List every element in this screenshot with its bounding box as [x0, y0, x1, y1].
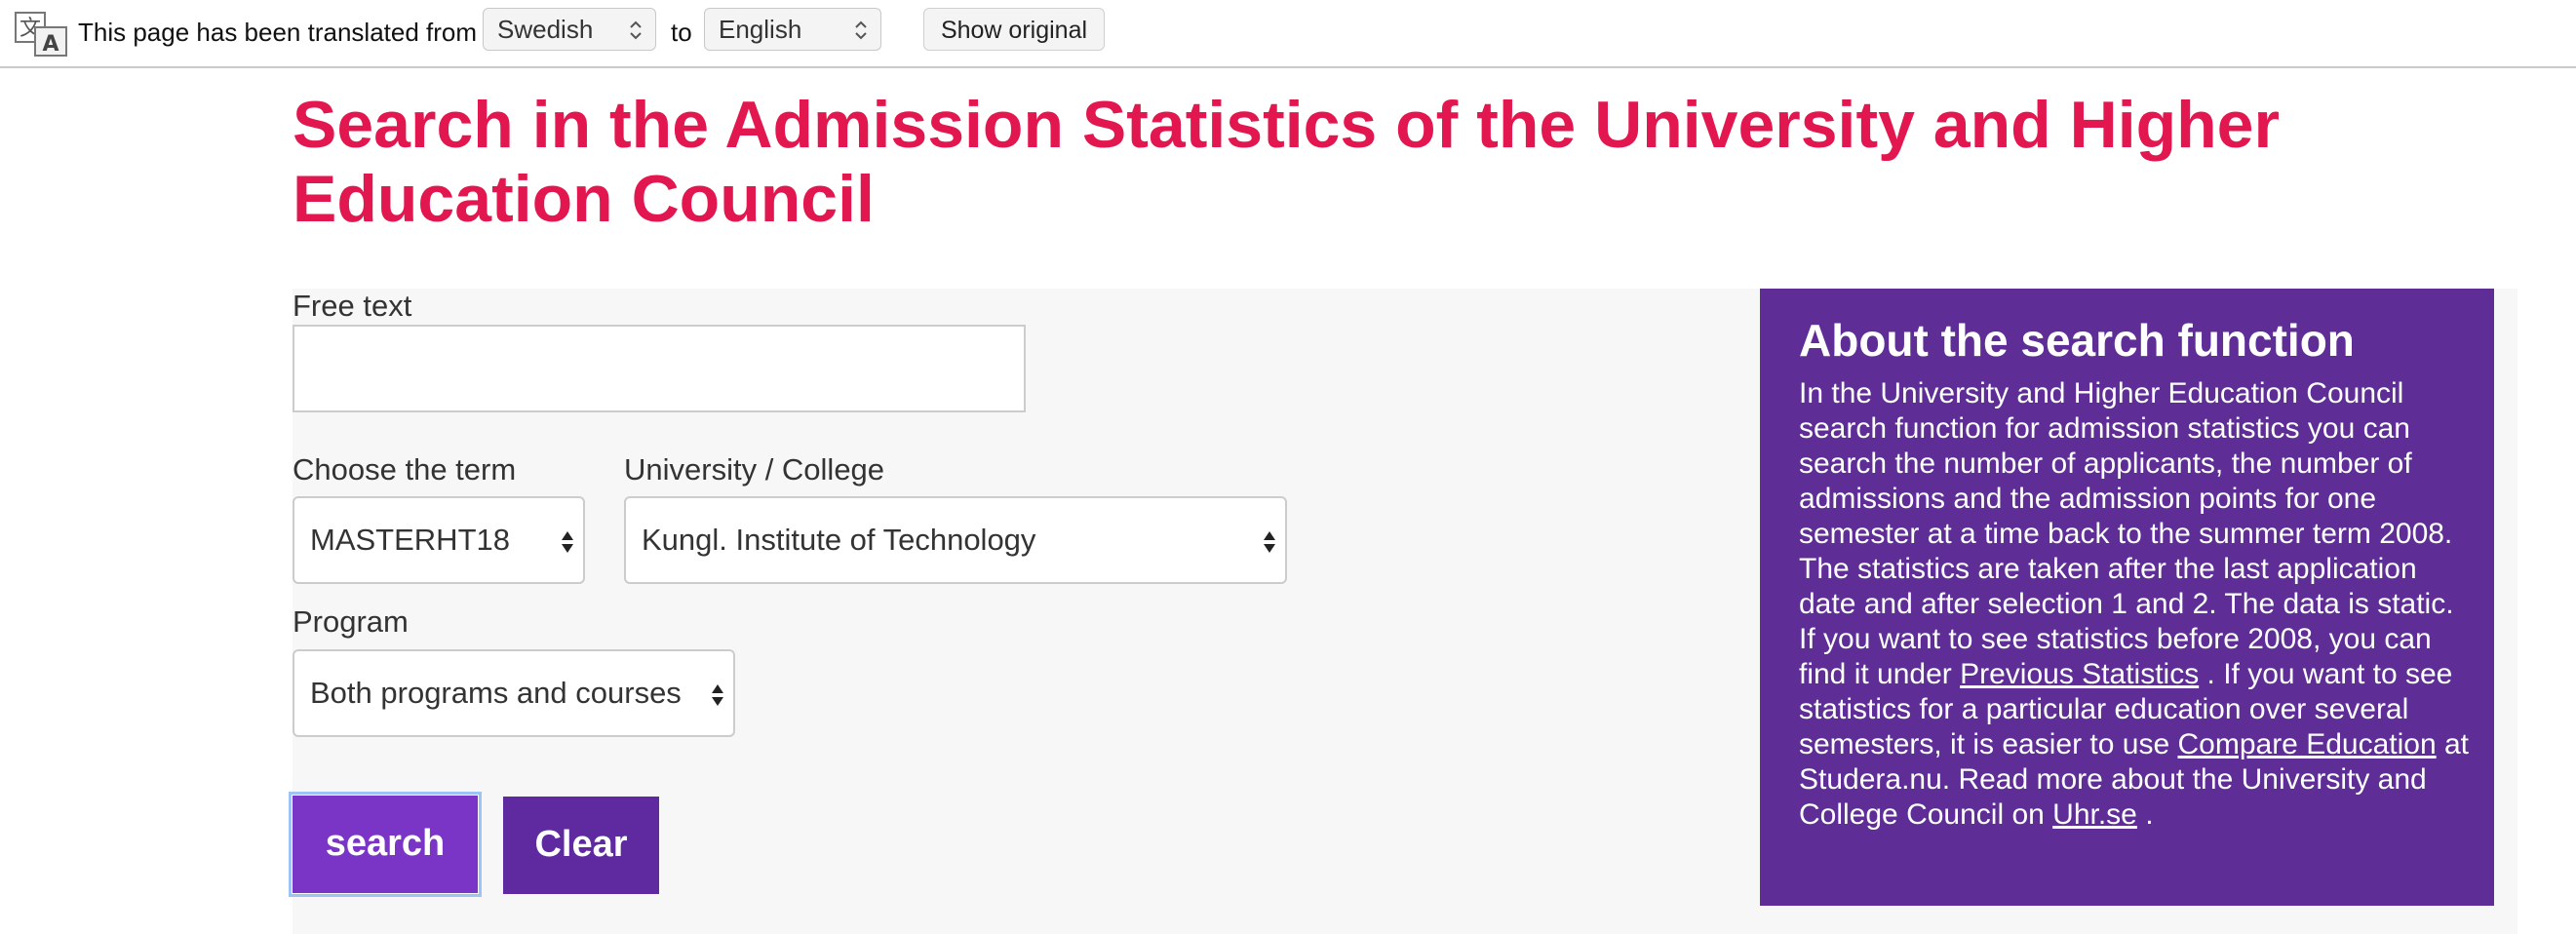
updown-arrows-icon: [855, 20, 867, 40]
search-button[interactable]: search: [289, 792, 482, 897]
university-label: University / College: [624, 452, 885, 486]
university-select[interactable]: Kungl. Institute of Technology: [624, 496, 1287, 584]
about-text-part-2: . If you want to see statistics for a pa…: [1799, 658, 2453, 760]
free-text-input[interactable]: [293, 325, 1026, 412]
free-text-label: Free text: [293, 289, 412, 323]
program-select-value: Both programs and courses: [310, 676, 682, 710]
term-label: Choose the term: [293, 452, 517, 486]
program-label: Program: [293, 604, 409, 639]
compare-education-link[interactable]: Compare Education: [2177, 728, 2437, 760]
updown-arrows-icon: [630, 20, 642, 40]
uhr-link[interactable]: Uhr.se: [2052, 798, 2137, 831]
previous-statistics-link[interactable]: Previous Statistics: [1960, 658, 2200, 690]
translation-message: This page has been translated from: [78, 18, 478, 47]
to-word: to: [671, 18, 692, 47]
svg-text:A: A: [42, 32, 59, 57]
term-select-value: MASTERHT18: [310, 523, 510, 557]
about-text-part-3: at Studera.nu. Read more about the Unive…: [1799, 728, 2469, 831]
program-select[interactable]: Both programs and courses: [293, 649, 735, 737]
translate-icon[interactable]: 文 A: [15, 12, 69, 57]
to-language-value: English: [719, 15, 802, 44]
select-arrows-icon: [712, 684, 723, 706]
clear-button[interactable]: Clear: [503, 797, 659, 894]
translate-bar: 文 A This page has been translated from S…: [0, 0, 2576, 68]
select-arrows-icon: [1264, 531, 1275, 553]
from-language-value: Swedish: [497, 15, 594, 44]
term-select[interactable]: MASTERHT18: [293, 496, 585, 584]
page-title: Search in the Admission Statistics of th…: [293, 88, 2280, 236]
university-select-value: Kungl. Institute of Technology: [642, 523, 1036, 557]
to-language-select[interactable]: English: [704, 8, 881, 51]
about-text-part-1: In the University and Higher Education C…: [1799, 377, 2454, 690]
select-arrows-icon: [562, 531, 573, 553]
show-original-button[interactable]: Show original: [923, 8, 1105, 51]
about-title: About the search function: [1799, 315, 2355, 366]
about-text-part-4: .: [2136, 798, 2154, 831]
about-search-box: About the search function In the Univers…: [1760, 289, 2494, 906]
from-language-select[interactable]: Swedish: [483, 8, 656, 51]
about-text: In the University and Higher Education C…: [1799, 376, 2472, 833]
